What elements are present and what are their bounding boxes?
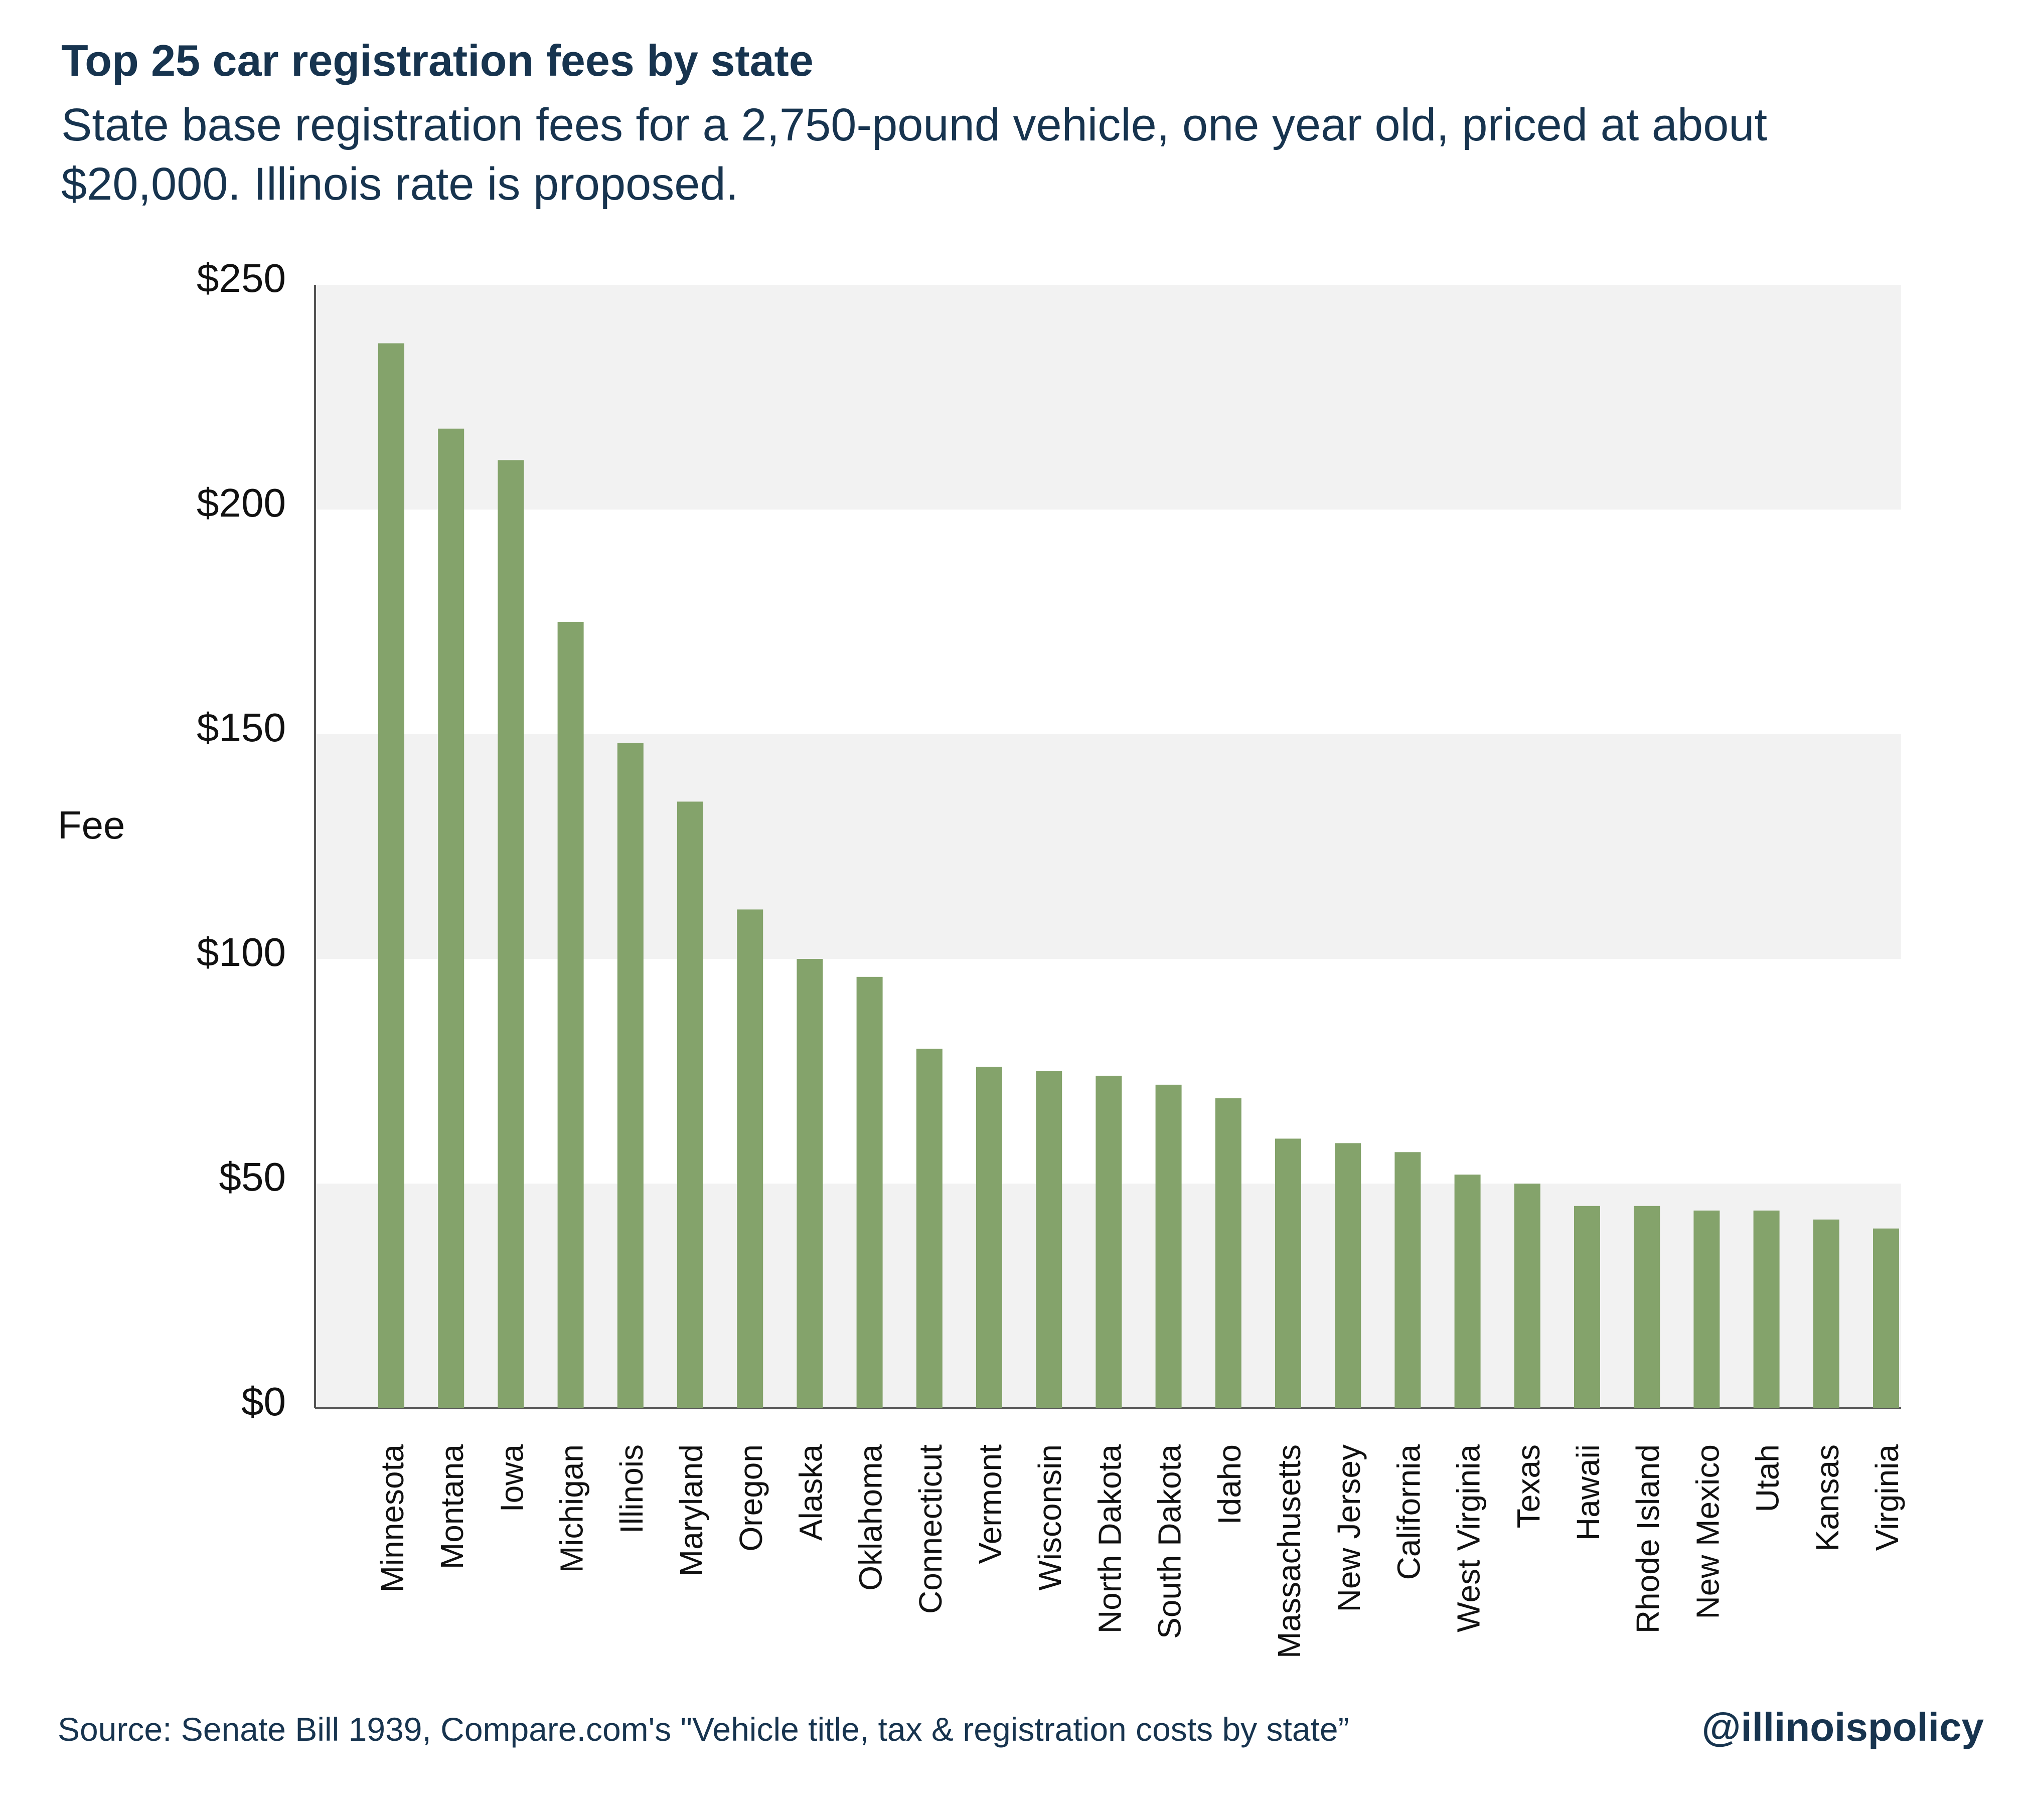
x-tick-label: Idaho xyxy=(1211,1444,1247,1525)
x-tick-label: Kansas xyxy=(1809,1444,1845,1551)
x-tick-label: Michigan xyxy=(554,1444,590,1573)
x-tick-label: Oklahoma xyxy=(853,1444,889,1591)
bar xyxy=(1753,1210,1780,1408)
x-tick-label: New Jersey xyxy=(1331,1444,1367,1612)
x-tick-label: New Mexico xyxy=(1689,1444,1726,1619)
bar xyxy=(498,460,524,1409)
x-tick-label: Utah xyxy=(1750,1444,1786,1512)
bar xyxy=(1155,1084,1182,1408)
bar xyxy=(1813,1219,1839,1408)
y-tick-label: $100 xyxy=(197,930,286,974)
y-tick-label: $250 xyxy=(197,256,286,300)
x-tick-label: West Virginia xyxy=(1451,1444,1487,1632)
bar xyxy=(737,909,763,1408)
y-tick-label: $150 xyxy=(197,705,286,750)
x-tick-label: Oregon xyxy=(733,1444,769,1551)
x-tick-label: Montana xyxy=(434,1444,470,1569)
bar xyxy=(1693,1210,1720,1408)
grid-band xyxy=(315,734,1901,959)
x-tick-label: South Dakota xyxy=(1152,1444,1188,1639)
y-tick-label: $200 xyxy=(197,480,286,525)
x-tick-label: California xyxy=(1390,1444,1427,1580)
chart-subtitle: State base registration fees for a 2,750… xyxy=(61,99,1768,210)
bar xyxy=(1394,1152,1421,1408)
y-axis-label: Fee xyxy=(58,803,125,847)
x-tick-label: Vermont xyxy=(972,1444,1008,1564)
bar xyxy=(856,976,883,1408)
bar xyxy=(557,622,584,1408)
x-tick-label: Alaska xyxy=(793,1444,829,1541)
bar xyxy=(438,428,464,1408)
grid-band xyxy=(315,285,1901,510)
brand-handle: @illinoispolicy xyxy=(1701,1705,1984,1749)
x-tick-label: Massachusetts xyxy=(1271,1444,1307,1659)
x-tick-label: Minnesota xyxy=(374,1444,410,1593)
bar xyxy=(1275,1138,1301,1408)
x-tick-label: Connecticut xyxy=(912,1444,949,1614)
y-tick-label: $0 xyxy=(241,1379,286,1424)
x-tick-label: Hawaii xyxy=(1570,1444,1606,1541)
bar xyxy=(617,743,644,1408)
bar xyxy=(1454,1175,1481,1408)
x-tick-label: Illinois xyxy=(613,1444,650,1534)
bar xyxy=(1873,1228,1899,1408)
bar xyxy=(797,959,823,1408)
bar xyxy=(976,1067,1002,1408)
x-tick-label: North Dakota xyxy=(1091,1444,1128,1633)
x-tick-label: Virginia xyxy=(1869,1444,1905,1551)
y-tick-label: $50 xyxy=(219,1154,286,1199)
bar xyxy=(378,343,404,1408)
source-note: Source: Senate Bill 1939, Compare.com's … xyxy=(58,1711,1349,1748)
bar xyxy=(1574,1206,1600,1408)
bar xyxy=(1634,1206,1660,1408)
bar xyxy=(1335,1143,1361,1408)
chart-title: Top 25 car registration fees by state xyxy=(61,36,814,85)
bar xyxy=(1514,1184,1540,1408)
bar xyxy=(916,1049,943,1408)
bar xyxy=(1096,1075,1122,1408)
x-tick-label: Iowa xyxy=(494,1444,530,1513)
bar xyxy=(1215,1098,1241,1408)
x-tick-label: Maryland xyxy=(673,1444,709,1576)
x-tick-label: Rhode Island xyxy=(1630,1444,1666,1633)
x-tick-label: Wisconsin xyxy=(1032,1444,1068,1591)
bar xyxy=(677,801,703,1408)
bar xyxy=(1036,1071,1062,1408)
x-tick-label: Texas xyxy=(1510,1444,1546,1528)
